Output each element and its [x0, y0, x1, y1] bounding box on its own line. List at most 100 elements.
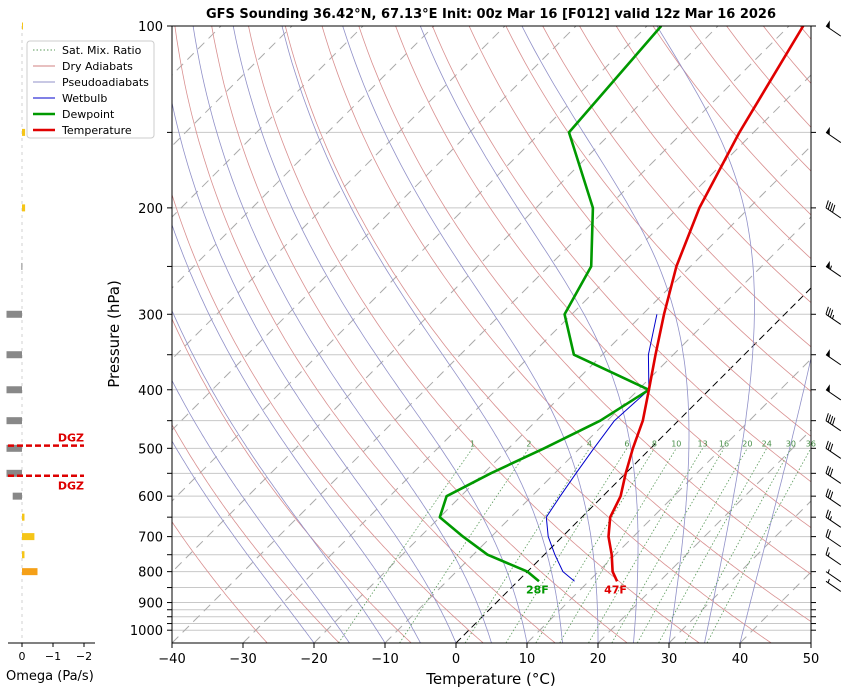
wind-barb	[825, 547, 842, 566]
barb-flag	[825, 306, 829, 315]
isotherm	[313, 145, 811, 643]
omega-bar	[12, 492, 22, 500]
dry-adiabat	[505, 26, 811, 392]
dewpoint-line	[438, 26, 663, 583]
wind-barb	[825, 488, 842, 507]
mixing-ratio-label: 13	[698, 439, 708, 448]
barb-staff	[825, 554, 842, 566]
x-tick-label: 10	[519, 652, 536, 667]
wind-barb	[825, 529, 842, 548]
x-tick-label: 0	[452, 652, 460, 667]
barb-flag	[829, 309, 834, 318]
dry-adiabat	[652, 26, 811, 216]
isotherm	[172, 26, 435, 289]
barb-half-flag	[829, 516, 832, 521]
legend-label: Dry Adiabats	[62, 60, 133, 73]
dry-adiabat	[172, 424, 340, 643]
barb-flag	[825, 200, 829, 209]
omega-bar	[21, 262, 23, 270]
wind-barb	[825, 384, 842, 401]
barb-flag	[827, 530, 832, 539]
barb-flag	[825, 413, 829, 421]
omega-bar	[22, 22, 23, 30]
mixing-ratio-line	[338, 448, 473, 643]
mixing-ratio-label: 24	[762, 439, 772, 448]
wind-barb	[825, 465, 842, 484]
mixing-ratio-label: 10	[671, 439, 681, 448]
pseudoadiabat	[232, 26, 528, 643]
pseudoadiabat	[172, 309, 386, 643]
wind-barb	[825, 200, 842, 219]
isotherm	[172, 26, 293, 147]
isotherm	[739, 571, 811, 643]
pseudoadiabat	[419, 26, 639, 643]
mixing-ratio-line	[588, 448, 704, 643]
barb-staff	[825, 571, 842, 583]
barb-staff	[825, 25, 842, 37]
y-axis-label: Pressure (hPa)	[105, 280, 123, 388]
dry-adiabat	[172, 193, 484, 643]
pseudoadiabat	[172, 223, 421, 643]
isotherm	[172, 26, 648, 502]
x-tick-label: −20	[300, 652, 327, 667]
barb-flag	[832, 417, 836, 426]
temperature-line	[607, 26, 805, 582]
barb-staff	[825, 207, 842, 219]
barb-flag	[825, 440, 829, 449]
dry-adiabat	[615, 26, 811, 260]
mixing-ratio-line	[399, 448, 530, 643]
pseudoadiabat	[172, 379, 350, 643]
barb-pennant	[826, 349, 830, 358]
legend: Sat. Mix. Ratio Dry Adiabats Pseudoadiabat…	[26, 40, 155, 139]
dry-adiabat	[211, 26, 628, 643]
omega-bar	[6, 417, 22, 425]
mixing-ratio-label: 2	[526, 439, 531, 448]
dry-adiabat	[395, 26, 811, 529]
isotherm	[172, 26, 364, 218]
y-tick-label: 900	[138, 597, 163, 612]
barb-half-flag	[832, 314, 835, 319]
barb-pennant	[826, 126, 830, 135]
barb-flag	[827, 308, 832, 316]
x-tick-label: 50	[803, 652, 820, 667]
wind-barb	[825, 260, 842, 277]
barb-half-flag	[827, 552, 830, 557]
barb-flag	[829, 443, 834, 452]
mixing-ratio-line	[636, 448, 748, 643]
pseudoadiabat	[739, 356, 811, 643]
skewt-plot: 1 2 4 6 8 10 13 16 20 24 30 36 −40 −30 −20 −10 0 10 20 30 4…	[105, 20, 820, 688]
legend-box	[26, 40, 155, 139]
wind-barb	[825, 349, 842, 366]
pseudoadiabat	[656, 26, 755, 643]
barb-staff	[825, 447, 842, 459]
legend-label: Wetbulb	[62, 92, 107, 105]
pseudoadiabat	[172, 440, 315, 643]
pseudoadiabat	[281, 26, 563, 643]
y-tick-label: 200	[138, 202, 163, 217]
mixing-ratio-label: 4	[587, 439, 592, 448]
mixing-ratio-line	[505, 448, 628, 643]
mixing-ratio-line	[684, 448, 792, 643]
barb-staff	[825, 516, 842, 528]
barb-staff	[825, 354, 842, 366]
isotherm	[526, 358, 811, 643]
omega-bar	[22, 204, 26, 212]
pseudoadiabat	[192, 26, 492, 643]
barb-flag	[827, 414, 832, 423]
legend-label: Sat. Mix. Ratio	[62, 44, 142, 57]
omega-bar	[22, 513, 25, 521]
y-tick-label: 700	[138, 531, 163, 546]
surface-temperature-label: 47F	[604, 583, 627, 596]
wind-barb	[825, 569, 842, 583]
wind-barbs	[825, 20, 842, 592]
barb-staff	[825, 313, 842, 325]
barb-half-flag	[827, 569, 830, 574]
dgz-label: DGZ	[58, 432, 84, 445]
barb-pennant	[826, 384, 830, 393]
mixing-ratio-label: 30	[786, 439, 796, 448]
dry-adiabat	[689, 26, 811, 172]
dry-adiabat	[468, 26, 811, 437]
barb-staff	[825, 389, 842, 401]
isotherm	[384, 216, 811, 643]
omega-bar	[6, 310, 22, 318]
